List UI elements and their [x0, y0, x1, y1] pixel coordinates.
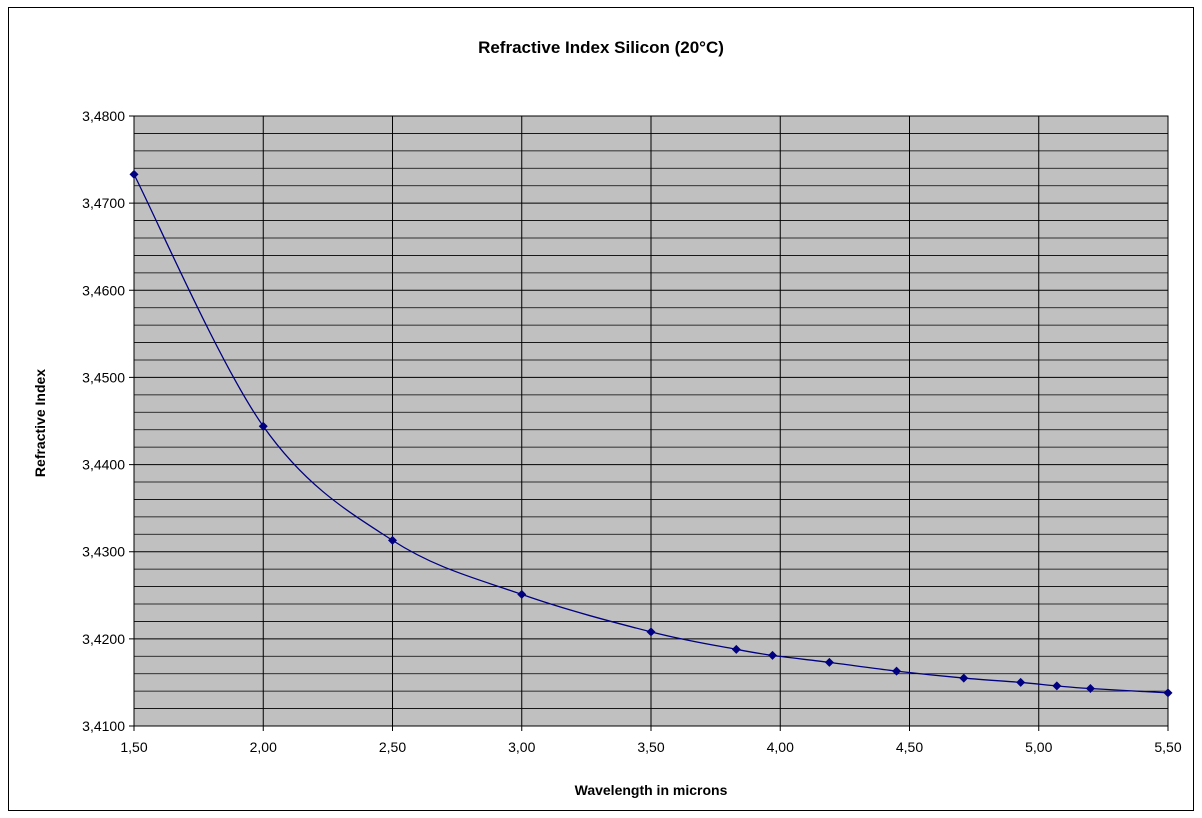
x-tick-label: 2,50: [379, 739, 406, 755]
y-tick-label: 3,4100: [82, 718, 125, 734]
data-point-marker: [258, 421, 268, 431]
data-point-marker: [1163, 688, 1173, 698]
data-point-marker: [1085, 684, 1095, 694]
x-tick-label: 4,00: [767, 739, 794, 755]
y-tick-label: 3,4200: [82, 631, 125, 647]
data-point-marker: [892, 666, 902, 676]
y-tick-label: 3,4400: [82, 457, 125, 473]
data-point-marker: [1052, 681, 1062, 691]
x-tick-label: 3,00: [508, 739, 535, 755]
chart-title: Refractive Index Silicon (20°C): [478, 38, 724, 57]
x-axis-title: Wavelength in microns: [575, 782, 728, 798]
x-tick-label: 4,50: [896, 739, 923, 755]
x-tick-label: 3,50: [637, 739, 664, 755]
plot-border: [133, 115, 1169, 727]
x-tick-label: 2,00: [250, 739, 277, 755]
data-point-marker: [1016, 677, 1026, 687]
data-point-marker: [731, 644, 741, 654]
data-point-marker: [767, 650, 777, 660]
series-line: [133, 174, 1169, 694]
y-tick-label: 3,4800: [82, 108, 125, 124]
data-point-marker: [824, 657, 834, 667]
y-tick-label: 3,4600: [82, 282, 125, 298]
data-point-marker: [959, 673, 969, 683]
data-point-marker: [517, 589, 527, 599]
plot-area: 3,4100 3,4200 3,4300 3,4400 3,4500 3,4600 3,47…: [82, 108, 1182, 755]
x-tick-label: 1,50: [120, 739, 147, 755]
x-tick-label: 5,00: [1025, 739, 1052, 755]
y-axis-title: Refractive Index: [32, 369, 48, 477]
y-tick-label: 3,4700: [82, 195, 125, 211]
data-point-marker: [646, 627, 656, 637]
y-tick-label: 3,4300: [82, 544, 125, 560]
data-point-marker: [129, 169, 139, 179]
x-tick-label: 5,50: [1154, 739, 1181, 755]
y-tick-label: 3,4500: [82, 369, 125, 385]
data-point-marker: [388, 535, 397, 545]
